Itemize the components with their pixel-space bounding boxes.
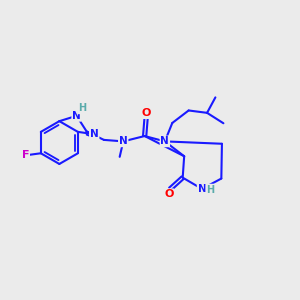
Text: O: O — [164, 189, 173, 199]
Text: F: F — [22, 150, 29, 160]
Text: O: O — [141, 108, 151, 118]
Text: H: H — [206, 184, 214, 194]
Text: N: N — [119, 136, 128, 146]
Text: N: N — [160, 136, 169, 146]
Text: N: N — [72, 111, 81, 121]
Text: N: N — [90, 129, 99, 139]
Text: N: N — [198, 184, 206, 194]
Text: H: H — [78, 103, 86, 113]
